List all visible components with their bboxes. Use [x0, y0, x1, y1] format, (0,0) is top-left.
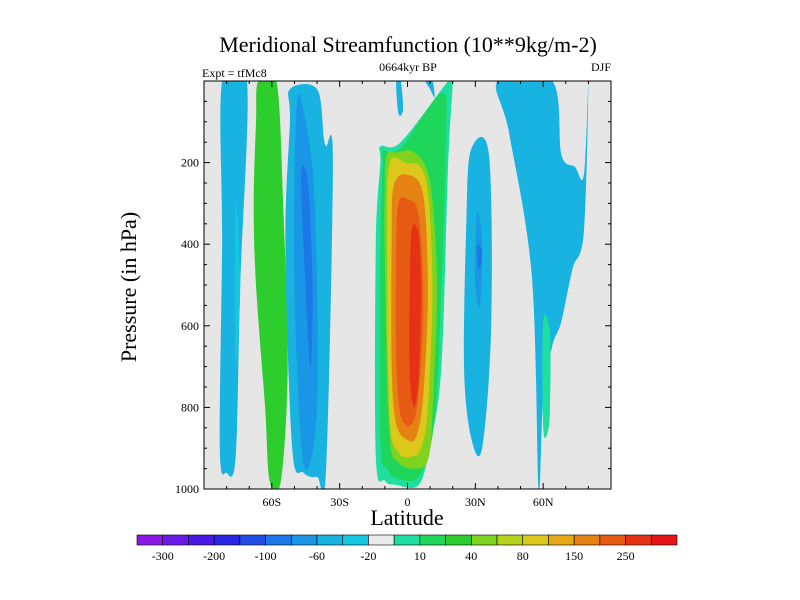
contour-cell-nh-right [495, 81, 589, 489]
colorbar-swatch [393, 534, 421, 546]
colorbar: -300 -200 -100 -60 -20 10 40 80 150 250 [136, 534, 678, 563]
colorbar-label: 10 [414, 549, 426, 563]
colorbar-swatch [522, 534, 549, 546]
colorbar-swatch [496, 534, 524, 546]
contour-cell-top-eq-spike [396, 81, 404, 116]
time-label: 0664kyr BP [379, 60, 437, 74]
contour-cell-sh-positive [253, 81, 288, 489]
x-tick-label: 30N [465, 495, 486, 509]
x-tick-label: 60N [533, 495, 554, 509]
y-tick-label: 600 [181, 319, 199, 333]
experiment-label: Expt = tfMc8 [202, 66, 267, 80]
chart-title: Meridional Streamfunction (10**9kg/m-2) [219, 32, 597, 57]
colorbar-swatch [213, 534, 241, 546]
x-tick-label: 0 [405, 495, 411, 509]
colorbar-swatch [265, 534, 292, 546]
contour-cell-nh-green [542, 314, 551, 439]
contour-cell-sh-neg-inner [301, 165, 313, 368]
y-tick-label: 1000 [175, 482, 199, 496]
colorbar-swatch [162, 534, 189, 546]
contour-cell-sh-outer-core [235, 201, 241, 369]
plot-area [204, 81, 611, 489]
colorbar-swatch [599, 534, 626, 546]
colorbar-swatch [650, 534, 678, 546]
colorbar-label: 40 [465, 549, 477, 563]
colorbar-swatch [445, 534, 472, 546]
contour-cell-sh-outer [219, 81, 248, 477]
season-label: DJF [591, 60, 611, 74]
contour-cell-top-eq-spike-right [425, 81, 435, 98]
colorbar-swatch [573, 534, 601, 546]
axes: 60S 30S 0 30N 60N 200 400 600 800 1000 [175, 80, 612, 509]
x-tick-label: 30S [330, 495, 349, 509]
x-axis-label: Latitude [370, 505, 443, 530]
colorbar-label: -60 [309, 549, 325, 563]
colorbar-label: 150 [565, 549, 583, 563]
colorbar-swatch [342, 534, 369, 546]
colorbar-swatch [368, 534, 395, 546]
colorbar-label: -200 [203, 549, 225, 563]
colorbar-swatch [188, 534, 215, 546]
y-tick-label: 200 [181, 156, 199, 170]
colorbar-swatch [419, 534, 446, 546]
colorbar-swatch [548, 534, 575, 546]
colorbar-swatch [625, 534, 652, 546]
contour-cell-nh-dark-dot [477, 243, 483, 270]
colorbar-label: 80 [517, 549, 529, 563]
contour-cell-eq-red [409, 223, 422, 408]
colorbar-swatch [470, 534, 498, 546]
x-tick-label: 60S [262, 495, 281, 509]
colorbar-swatch [290, 534, 318, 546]
y-tick-label: 800 [181, 400, 199, 414]
colorbar-label: -100 [255, 549, 277, 563]
colorbar-swatch [316, 534, 344, 546]
y-tick-label: 400 [181, 237, 199, 251]
colorbar-label: -300 [152, 549, 174, 563]
y-axis-label: Pressure (in hPa) [116, 212, 141, 362]
colorbar-swatch [239, 534, 266, 546]
colorbar-swatch [136, 534, 164, 546]
colorbar-label: -20 [360, 549, 376, 563]
colorbar-label: 250 [617, 549, 635, 563]
